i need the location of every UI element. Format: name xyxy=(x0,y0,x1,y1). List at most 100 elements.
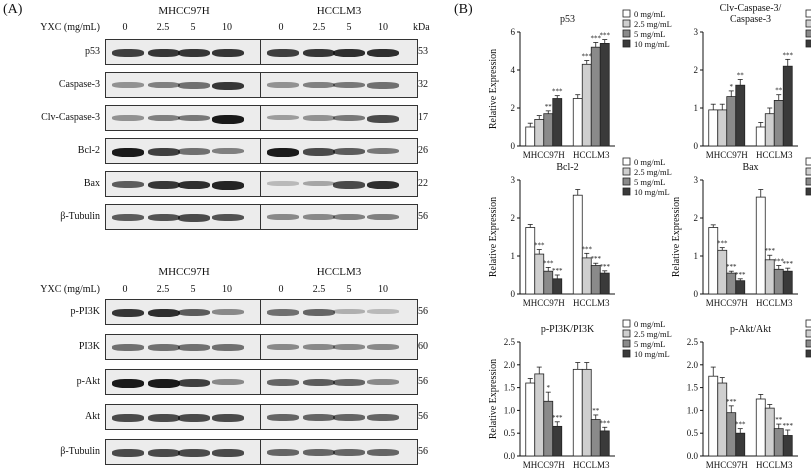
y-tick-label: 0.5 xyxy=(504,428,516,438)
dose-label: 5 xyxy=(190,284,196,295)
bar xyxy=(782,435,793,457)
legend-swatch xyxy=(622,339,631,348)
significance-label: ** xyxy=(775,416,783,424)
significance-label: *** xyxy=(534,242,545,250)
significance-label: * xyxy=(730,83,734,91)
blot-band xyxy=(178,309,210,316)
blot-band xyxy=(303,49,335,57)
blot-band xyxy=(333,82,365,89)
blot-strip xyxy=(260,171,418,197)
blot-strip xyxy=(260,72,418,98)
blot-strip xyxy=(105,439,263,465)
bar xyxy=(599,430,610,457)
chart-title: Bax xyxy=(742,162,758,173)
blot-band xyxy=(267,181,299,186)
blot-band xyxy=(212,379,244,385)
significance-label: ** xyxy=(545,103,553,111)
significance-label: *** xyxy=(717,240,728,248)
blot-strip xyxy=(260,369,418,395)
blot-band xyxy=(333,49,365,58)
x-tick-label: MHCC97H xyxy=(706,460,749,470)
blot-band xyxy=(303,148,335,156)
legend-label: 5 mg/mL xyxy=(634,177,665,187)
bar xyxy=(708,109,719,147)
y-tick-label: 1.0 xyxy=(687,405,699,415)
legend-swatch xyxy=(622,9,631,18)
significance-label: * xyxy=(547,384,551,392)
blot-band xyxy=(212,181,244,190)
bar xyxy=(552,278,563,295)
blot-band xyxy=(267,148,299,157)
y-tick-label: 2.0 xyxy=(504,360,516,370)
dose-label: 0 xyxy=(122,22,128,33)
bar xyxy=(581,257,592,295)
blot-band xyxy=(367,309,399,314)
blot-band xyxy=(112,181,144,188)
dose-label: 2.5 xyxy=(312,284,326,295)
legend-swatch xyxy=(805,339,811,348)
bar xyxy=(534,119,545,147)
legend-swatch xyxy=(805,157,811,166)
y-tick-label: 0.0 xyxy=(504,451,516,461)
legend-label: 10 mg/mL xyxy=(634,39,670,49)
y-axis-label: Relative Expression xyxy=(488,49,499,129)
blot-band xyxy=(148,148,180,156)
significance-label: *** xyxy=(783,260,794,268)
x-tick-label: HCCLM3 xyxy=(573,460,610,470)
bar xyxy=(717,249,728,295)
blot-band xyxy=(333,344,365,350)
blot-band xyxy=(367,148,399,155)
cell-line-header-hcclm3: HCCLM3 xyxy=(316,266,362,278)
legend-swatch xyxy=(622,157,631,166)
protein-label: Bcl-2 xyxy=(77,145,100,156)
blot-band xyxy=(303,309,335,316)
legend-label: 10 mg/mL xyxy=(634,349,670,359)
y-tick-label: 2.0 xyxy=(687,360,699,370)
bar xyxy=(572,368,583,457)
significance-label: *** xyxy=(726,263,737,271)
bar xyxy=(581,368,592,457)
blot-band xyxy=(148,344,180,351)
blot-band xyxy=(367,181,399,190)
legend-swatch xyxy=(805,39,811,48)
blot-band xyxy=(333,414,365,421)
significance-label: *** xyxy=(591,255,602,263)
legend-swatch xyxy=(805,9,811,18)
significance-label: *** xyxy=(600,263,611,271)
significance-label: *** xyxy=(600,419,611,427)
bar xyxy=(764,407,775,457)
blot-band xyxy=(367,82,399,89)
bar xyxy=(581,63,592,147)
blot-band xyxy=(303,214,335,220)
blot-band xyxy=(212,49,244,57)
blot-band xyxy=(267,309,299,316)
blot-strip xyxy=(105,138,263,164)
x-tick-label: MHCC97H xyxy=(706,298,749,308)
bar xyxy=(717,382,728,457)
y-tick-label: 3 xyxy=(694,27,699,37)
protein-label: Caspase-3 xyxy=(58,79,100,90)
bar xyxy=(755,398,766,457)
dose-label: 10 xyxy=(222,284,232,295)
blot-band xyxy=(367,344,399,350)
bar xyxy=(773,268,784,295)
dose-label: 0 xyxy=(278,22,284,33)
blot-band xyxy=(212,309,244,315)
dose-label: 0 xyxy=(278,284,284,295)
legend-label: 5 mg/mL xyxy=(634,29,665,39)
legend-swatch xyxy=(805,349,811,358)
significance-label: *** xyxy=(774,258,785,266)
panel-b-letter: (B) xyxy=(454,2,473,17)
significance-label: ** xyxy=(775,87,783,95)
blot-band xyxy=(267,414,299,421)
blot-band xyxy=(267,344,299,350)
y-tick-label: 3 xyxy=(511,175,516,185)
legend-swatch xyxy=(622,177,631,186)
legend-swatch xyxy=(622,29,631,38)
bar-chart-panel: (B) p53 0 2 4 6 Relative Expression MHCC97H ** *… xyxy=(440,0,811,472)
x-tick-label: HCCLM3 xyxy=(756,298,793,308)
blot-band xyxy=(148,214,180,222)
blot-band xyxy=(367,379,399,385)
legend-swatch xyxy=(805,187,811,196)
legend-label: 2.5 mg/mL xyxy=(634,329,672,339)
